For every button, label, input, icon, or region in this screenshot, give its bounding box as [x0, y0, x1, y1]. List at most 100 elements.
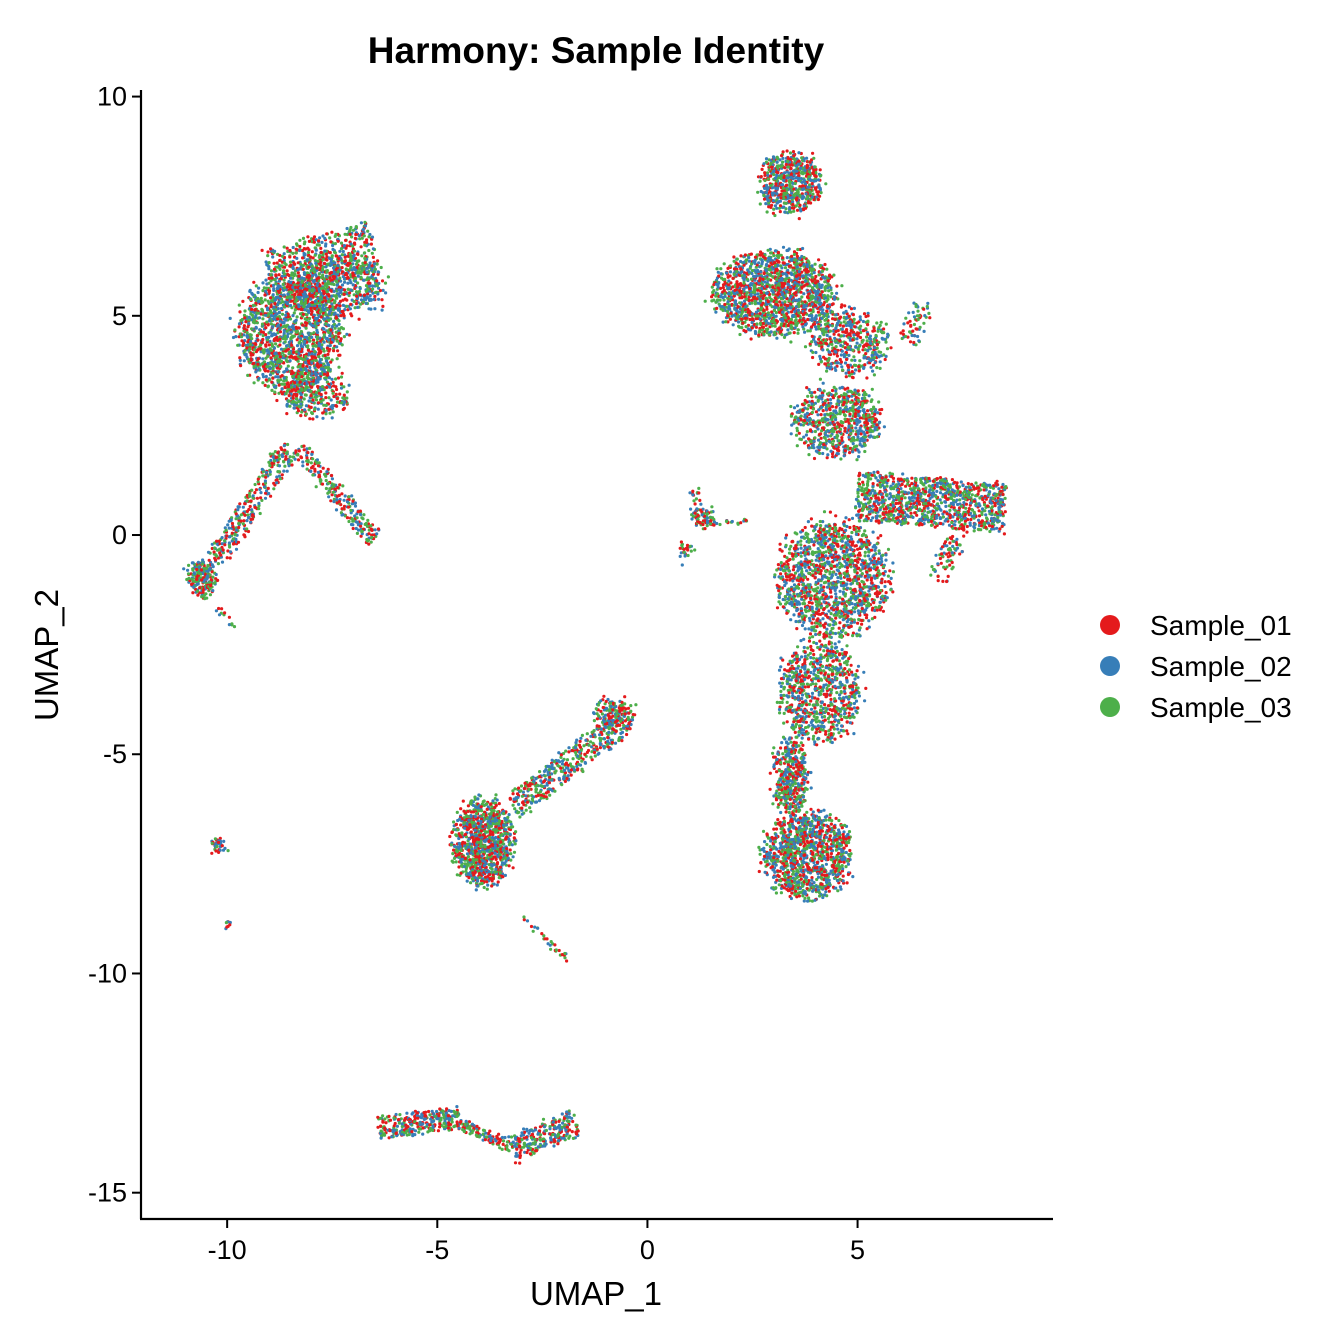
- scatter-point: [291, 324, 295, 328]
- scatter-point: [316, 401, 321, 405]
- scatter-point: [320, 240, 324, 244]
- scatter-point: [532, 779, 536, 783]
- scatter-point: [346, 505, 351, 509]
- scatter-point: [309, 312, 314, 316]
- scatter-point: [520, 794, 525, 798]
- scatter-point: [308, 446, 312, 450]
- scatter-point: [299, 414, 303, 418]
- chart-title: Harmony: Sample Identity: [368, 30, 825, 71]
- scatter-point: [606, 739, 610, 743]
- scatter-point: [319, 315, 323, 319]
- scatter-point: [278, 253, 282, 257]
- scatter-point: [471, 838, 476, 842]
- scatter-point: [345, 332, 349, 336]
- scatter-point: [602, 744, 606, 748]
- scatter-point: [201, 590, 205, 594]
- scatter-point: [260, 340, 264, 344]
- scatter-point: [329, 340, 333, 344]
- scatter-point: [307, 316, 312, 321]
- scatter-point: [256, 311, 260, 315]
- scatter-point: [320, 286, 324, 290]
- scatter-point: [559, 766, 563, 770]
- scatter-point: [341, 513, 345, 517]
- scatter-point: [288, 248, 292, 253]
- scatter-point: [528, 806, 532, 810]
- scatter-point: [553, 789, 557, 793]
- scatter-point: [245, 527, 249, 531]
- scatter-point: [467, 848, 471, 852]
- scatter-point: [328, 304, 332, 309]
- scatter-point: [214, 849, 218, 853]
- scatter-point: [269, 304, 273, 309]
- scatter-point: [264, 475, 268, 479]
- scatter-point: [327, 323, 331, 328]
- scatter-point: [258, 487, 262, 491]
- scatter-point: [586, 748, 591, 753]
- scatter-point: [297, 404, 301, 408]
- scatter-point: [314, 273, 318, 277]
- scatter-point: [477, 793, 481, 797]
- scatter-point: [322, 372, 327, 376]
- scatter-point: [295, 242, 299, 246]
- scatter-point: [228, 535, 232, 539]
- scatter-point: [476, 879, 480, 883]
- scatter-point: [514, 830, 518, 834]
- scatter-point: [218, 551, 222, 555]
- scatter-point: [324, 403, 328, 407]
- scatter-point: [342, 385, 346, 389]
- scatter-point: [297, 374, 301, 379]
- scatter-point: [323, 353, 327, 358]
- scatter-point: [302, 444, 306, 448]
- scatter-point: [489, 811, 493, 815]
- scatter-point: [186, 568, 190, 572]
- scatter-point: [211, 589, 215, 593]
- scatter-point: [336, 264, 340, 268]
- scatter-point: [195, 582, 199, 587]
- scatter-point: [470, 862, 474, 866]
- scatter-point: [365, 240, 369, 244]
- scatter-point: [289, 303, 293, 308]
- scatter-point: [311, 338, 316, 342]
- scatter-point: [248, 504, 252, 509]
- scatter-point: [301, 323, 305, 327]
- scatter-point: [473, 815, 477, 819]
- scatter-point: [270, 344, 275, 348]
- scatter-point: [334, 330, 338, 334]
- scatter-point: [319, 363, 323, 367]
- scatter-point: [310, 300, 315, 304]
- scatter-point: [260, 362, 264, 366]
- scatter-point: [259, 312, 263, 316]
- scatter-point: [266, 250, 270, 254]
- scatter-point: [315, 277, 319, 281]
- scatter-point: [270, 351, 274, 355]
- scatter-point: [364, 301, 368, 305]
- scatter-point: [469, 814, 473, 819]
- scatter-point: [373, 307, 377, 311]
- scatter-point: [328, 334, 332, 338]
- scatter-point: [345, 272, 349, 277]
- scatter-point: [359, 276, 363, 280]
- scatter-point: [278, 477, 282, 481]
- scatter-point: [326, 356, 331, 360]
- scatter-point: [315, 330, 320, 335]
- scatter-point: [329, 398, 333, 402]
- scatter-point: [303, 290, 307, 294]
- scatter-point: [335, 280, 339, 284]
- scatter-point: [289, 354, 293, 358]
- scatter-point: [228, 923, 232, 927]
- scatter-point: [273, 385, 277, 389]
- scatter-point: [228, 545, 232, 549]
- scatter-point: [305, 456, 309, 460]
- scatter-point: [292, 392, 296, 396]
- scatter-point: [276, 370, 280, 374]
- scatter-point: [291, 285, 295, 289]
- scatter-point: [271, 255, 275, 259]
- scatter-point: [279, 359, 283, 363]
- scatter-point: [333, 242, 337, 246]
- scatter-point: [254, 284, 258, 288]
- scatter-point: [299, 344, 303, 348]
- scatter-point: [275, 366, 280, 370]
- scatter-point: [307, 361, 311, 365]
- scatter-point: [237, 525, 241, 530]
